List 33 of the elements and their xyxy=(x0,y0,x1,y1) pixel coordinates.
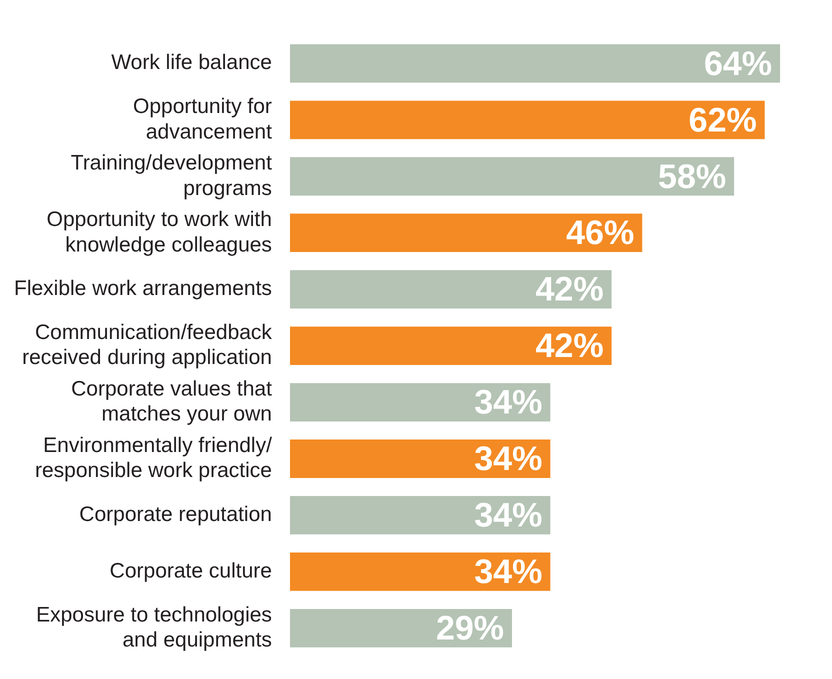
y-tick-label: Communication/feedback received during application xyxy=(22,320,272,370)
y-tick-label: Flexible work arrangements xyxy=(14,277,272,300)
data-label: 34% xyxy=(474,384,542,422)
data-label: 64% xyxy=(704,44,772,83)
data-label: 34% xyxy=(474,496,542,535)
bar xyxy=(290,157,734,196)
bar xyxy=(290,496,550,534)
y-tick-label: Corporate culture xyxy=(110,559,272,582)
y-tick-label: Work life balance xyxy=(111,51,272,74)
bar xyxy=(290,326,612,365)
data-label: 42% xyxy=(536,270,604,309)
bar xyxy=(290,100,765,140)
bar xyxy=(290,270,612,309)
y-tick-label: Opportunity for advancement xyxy=(133,95,272,144)
y-tick-label: Exposure to technologies and equipments xyxy=(36,603,272,652)
y-tick-label: Environmentally friendly/ responsible work practice xyxy=(35,434,272,482)
bar xyxy=(290,383,550,422)
data-label: 42% xyxy=(536,327,604,366)
bar xyxy=(290,44,780,83)
bar xyxy=(290,440,550,478)
data-label: 29% xyxy=(436,610,504,648)
data-label: 46% xyxy=(566,214,634,252)
bar xyxy=(290,214,642,252)
data-label: 34% xyxy=(474,440,542,478)
y-tick-label: Opportunity to work with knowledge colleagues xyxy=(46,208,272,256)
bar xyxy=(290,552,550,591)
y-tick-label: Training/development programs xyxy=(70,152,272,200)
data-label: 58% xyxy=(658,158,726,196)
data-label: 62% xyxy=(688,101,757,140)
bar xyxy=(290,608,512,648)
data-label: 34% xyxy=(474,553,542,592)
y-tick-label: Corporate reputation xyxy=(79,503,272,526)
y-tick-label: Corporate values that matches your own xyxy=(71,377,272,426)
